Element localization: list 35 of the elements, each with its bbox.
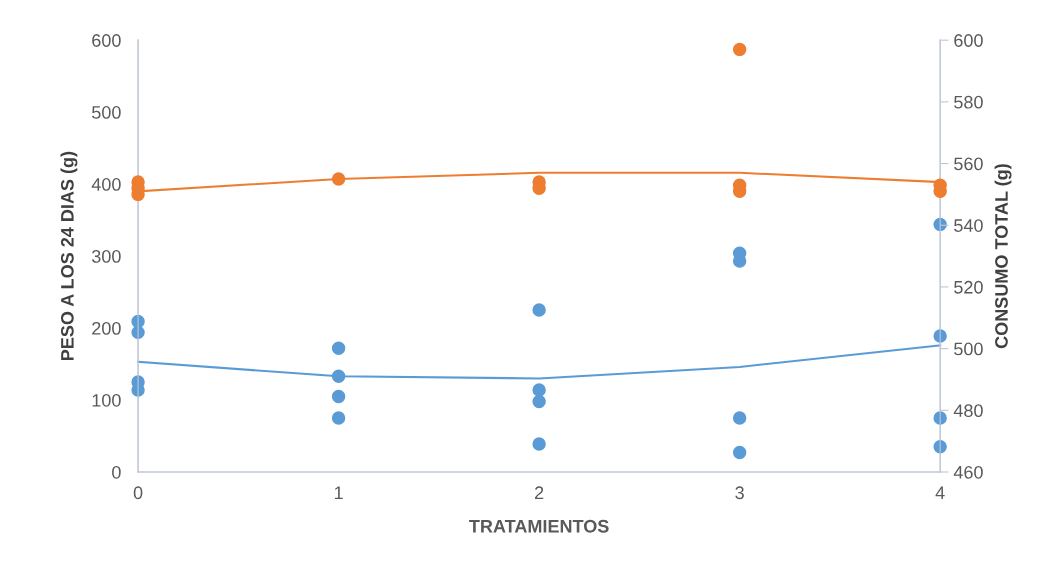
y2-tick-label: 460 <box>953 465 983 479</box>
y2-tick-label: 600 <box>954 34 983 47</box>
point <box>331 411 346 425</box>
y2-tick-label: 500 <box>954 342 983 356</box>
x-axis-title: TRATAMIENTOS <box>469 519 609 533</box>
y-tick-label: 400 <box>91 178 121 191</box>
point <box>732 42 747 57</box>
point <box>532 394 546 409</box>
y2-tick-label: 480 <box>953 404 983 418</box>
point <box>331 172 346 186</box>
y2-tick-label: 520 <box>954 280 983 294</box>
y2-axis-title: CONSUMO TOTAL (g) <box>994 164 1012 349</box>
y-tick-label: 0 <box>112 465 121 479</box>
x-tick-label: 4 <box>935 486 945 499</box>
x-tick-label: 1 <box>334 486 343 499</box>
y-tick-label: 600 <box>92 34 121 47</box>
y-tick-label: 200 <box>92 321 121 335</box>
point <box>331 341 346 355</box>
y-tick-label: 300 <box>91 250 121 263</box>
point <box>331 369 346 383</box>
y-tick-label: 100 <box>92 393 121 407</box>
y2-tick-label: 580 <box>954 95 983 109</box>
x-tick-label: 3 <box>735 486 744 500</box>
y2-tick-label: 540 <box>954 219 983 232</box>
point <box>732 411 747 425</box>
point <box>331 389 346 404</box>
x-tick-label: 0 <box>133 486 143 500</box>
x-tick-label: 2 <box>535 486 544 499</box>
point <box>532 437 546 451</box>
point <box>732 445 747 460</box>
y-axis-title: PESO A LOS 24 DIAS (g) <box>60 151 78 361</box>
point <box>532 383 546 397</box>
y-tick-label: 500 <box>92 106 121 119</box>
point <box>532 303 546 317</box>
y2-tick-label: 560 <box>954 157 983 171</box>
